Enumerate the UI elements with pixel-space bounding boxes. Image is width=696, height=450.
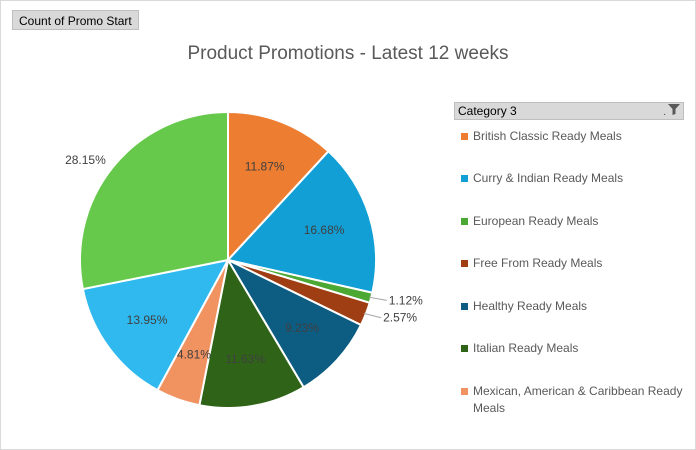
pie-slice-healthy-ready-meals[interactable] [225, 257, 363, 389]
legend-item-free-from-ready-meals[interactable]: Free From Ready Meals [461, 255, 687, 272]
legend-label: Healthy Ready Meals [473, 299, 588, 313]
leader-line-european-ready-meals [369, 296, 387, 301]
data-label-european-ready-meals: 1.12% [389, 293, 423, 307]
legend: Category 3 . British Classic Ready Meals… [454, 102, 684, 415]
chart-title: Product Promotions - Latest 12 weeks [187, 43, 509, 64]
legend-item-italian-ready-meals[interactable]: Italian Ready Meals [461, 340, 687, 357]
data-label-free-from-ready-meals: 2.57% [383, 311, 417, 325]
legend-label: Free From Ready Meals [473, 256, 603, 270]
leader-line-free-from-ready-meals [363, 312, 382, 319]
legend-label: Mexican, American & Caribbean Ready Meal… [473, 384, 683, 415]
legend-swatch [461, 303, 468, 310]
filter-icon[interactable]: . [663, 104, 680, 121]
legend-item-mexican-american-and-caribbean-ready-meals[interactable]: Mexican, American & Caribbean Ready Meal… [461, 383, 687, 417]
legend-header-category-filter[interactable]: Category 3 . [454, 102, 684, 120]
legend-label: Curry & Indian Ready Meals [473, 171, 624, 185]
pie-slice-snacks-ready-meals[interactable] [81, 258, 230, 392]
data-label-healthy-ready-meals: 9.23% [285, 321, 319, 335]
legend-label: European Ready Meals [473, 214, 599, 228]
pie-slice-british-classic-ready-meals[interactable] [227, 110, 330, 263]
legend-item-curry-and-indian-ready-meals[interactable]: Curry & Indian Ready Meals [461, 170, 687, 187]
legend-label: British Classic Ready Meals [473, 129, 622, 143]
data-label-british-classic-ready-meals: 11.87% [245, 159, 285, 173]
legend-item-healthy-ready-meals[interactable]: Healthy Ready Meals [461, 298, 687, 315]
legend-item-british-classic-ready-meals[interactable]: British Classic Ready Meals [461, 128, 687, 145]
legend-label: Italian Ready Meals [473, 341, 579, 355]
data-label-mexican-american-and-caribbean-ready-meals: 4.81% [177, 348, 211, 362]
legend-item-european-ready-meals[interactable]: European Ready Meals [461, 213, 687, 230]
legend-swatch [461, 175, 468, 182]
data-label-snacks-ready-meals: 13.95% [127, 313, 168, 327]
pie-slice-italian-ready-meals[interactable] [198, 257, 305, 409]
data-label-world-ready-meals: 28.15% [65, 153, 106, 167]
data-label-curry-and-indian-ready-meals: 16.68% [304, 223, 345, 237]
legend-swatch [461, 260, 468, 267]
data-label-italian-ready-meals: 11.63% [225, 352, 265, 366]
pie-slice-world-ready-meals[interactable] [79, 110, 229, 291]
value-field-button[interactable]: Count of Promo Start [12, 10, 139, 30]
legend-swatch [461, 345, 468, 352]
legend-swatch [461, 133, 468, 140]
legend-swatch [461, 388, 468, 395]
legend-header-label: Category 3 [458, 104, 517, 118]
pie-slice-curry-and-indian-ready-meals[interactable] [226, 149, 377, 294]
legend-swatch [461, 218, 468, 225]
